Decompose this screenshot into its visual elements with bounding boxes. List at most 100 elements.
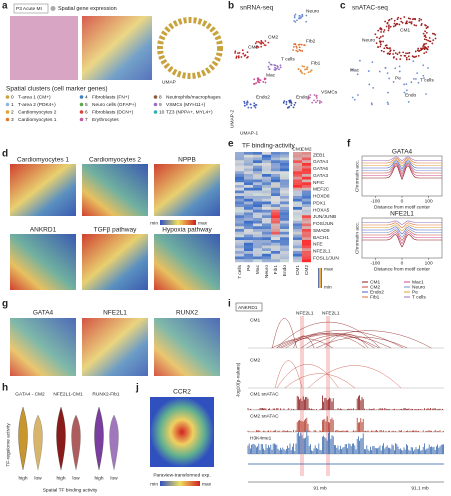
heat-cell <box>253 187 262 191</box>
heat-cell <box>293 168 302 172</box>
cell-dot <box>427 26 429 28</box>
heat-cell <box>235 240 244 243</box>
cell-dot <box>386 101 389 104</box>
heat-cell <box>262 176 271 180</box>
gene-label: JUN/JUNB <box>313 214 336 220</box>
heat-cell <box>262 212 271 216</box>
footprint-line <box>362 230 442 242</box>
heat-cell <box>244 237 253 241</box>
cell-dot <box>257 77 260 80</box>
cell-dot <box>288 106 291 108</box>
heat-cell <box>262 182 271 186</box>
cell-dot <box>404 54 407 57</box>
x-label: Spatial TF binding activity <box>43 487 98 493</box>
heat-cell <box>293 154 302 158</box>
heat-cell <box>271 190 280 194</box>
cell-dot <box>256 40 258 43</box>
heat-cell <box>302 185 311 188</box>
gene-label: GATA6 <box>313 166 328 172</box>
map-title: Cardiomyocytes 1 <box>17 157 69 164</box>
legend-swatch <box>79 110 84 114</box>
loop-arc <box>276 321 381 349</box>
heat-cell <box>293 179 302 183</box>
heat-cell <box>262 251 271 254</box>
cell-dot <box>427 46 430 48</box>
cell-dot <box>417 54 420 57</box>
cell-dot <box>237 52 239 55</box>
heat-cell <box>302 160 311 164</box>
heat-cell <box>280 212 289 216</box>
y-label: UMAP-2 <box>229 110 235 128</box>
heat-cell <box>253 207 262 210</box>
panel-label: b <box>228 0 234 11</box>
cell-dot <box>418 19 421 22</box>
cell-dot <box>399 58 402 61</box>
cell-dot <box>389 25 392 28</box>
footprint-line <box>362 232 442 245</box>
heat-cell <box>280 218 289 221</box>
legend-label: Neuro <box>412 284 425 290</box>
footprint-line <box>362 156 442 162</box>
cell-dot <box>401 21 404 24</box>
footprint-line <box>362 234 442 248</box>
heat-cell <box>280 248 289 252</box>
heat-cell <box>302 245 311 249</box>
cell-dot <box>255 82 258 84</box>
group-label: Fib2 <box>306 38 316 44</box>
track-label: H3K4me1 <box>250 435 272 441</box>
heat-cell <box>271 226 280 230</box>
gene-label: FOS/JUN <box>313 221 334 227</box>
legend-label: Fib1 <box>370 294 380 300</box>
heat-cell <box>280 237 289 241</box>
heat-cell <box>280 256 289 260</box>
heat-cell <box>280 207 289 210</box>
cell-dot <box>320 101 323 103</box>
group-label: VSMCs <box>321 89 338 95</box>
heat-cell <box>235 193 244 197</box>
heat-cell <box>271 229 280 232</box>
cell-dot <box>283 100 286 103</box>
cell-dot <box>304 68 306 71</box>
cell-dot <box>297 43 300 46</box>
footprint-line <box>362 160 442 170</box>
cell-dot <box>398 51 401 54</box>
cell-dot <box>416 49 419 52</box>
heat-cell <box>293 176 302 180</box>
heat-cell <box>244 152 253 155</box>
cell-dot <box>309 70 312 73</box>
min-label: min <box>324 284 332 290</box>
heat-cell <box>244 207 253 210</box>
cell-dot <box>399 17 402 20</box>
loop-arc <box>308 365 402 389</box>
x-label: UMAP-1 <box>240 130 258 136</box>
cell-dot <box>425 93 427 95</box>
cell-dot <box>381 35 384 37</box>
legend-id: 7 <box>85 117 88 123</box>
heat-cell <box>280 223 289 227</box>
cell-dot <box>301 72 304 75</box>
cell-dot <box>377 46 379 49</box>
heat-cell <box>244 154 253 158</box>
cell-dot <box>434 37 437 40</box>
cell-dot <box>417 81 420 84</box>
heat-cell <box>302 209 311 213</box>
subtitle: Spatial gene expression <box>58 6 117 12</box>
heat-cell <box>235 182 244 186</box>
cell-dot <box>378 37 381 40</box>
heat-cell <box>253 212 262 216</box>
cell-dot <box>290 104 293 107</box>
track-label: CM1 <box>250 317 260 323</box>
heat-cell <box>302 187 311 191</box>
heat-cell <box>293 256 302 260</box>
legend-name: Cardiomyocytes 1 <box>18 117 57 123</box>
heat-cell <box>280 168 289 172</box>
cell-dot <box>418 17 421 20</box>
heat-cell <box>302 212 311 216</box>
heat-cell <box>302 231 311 235</box>
cell-dot <box>384 20 387 23</box>
loop-arc <box>276 338 333 349</box>
heat-cell <box>253 234 262 238</box>
cell-dot <box>396 53 399 56</box>
heat-cell <box>253 256 262 260</box>
violin <box>33 414 43 471</box>
